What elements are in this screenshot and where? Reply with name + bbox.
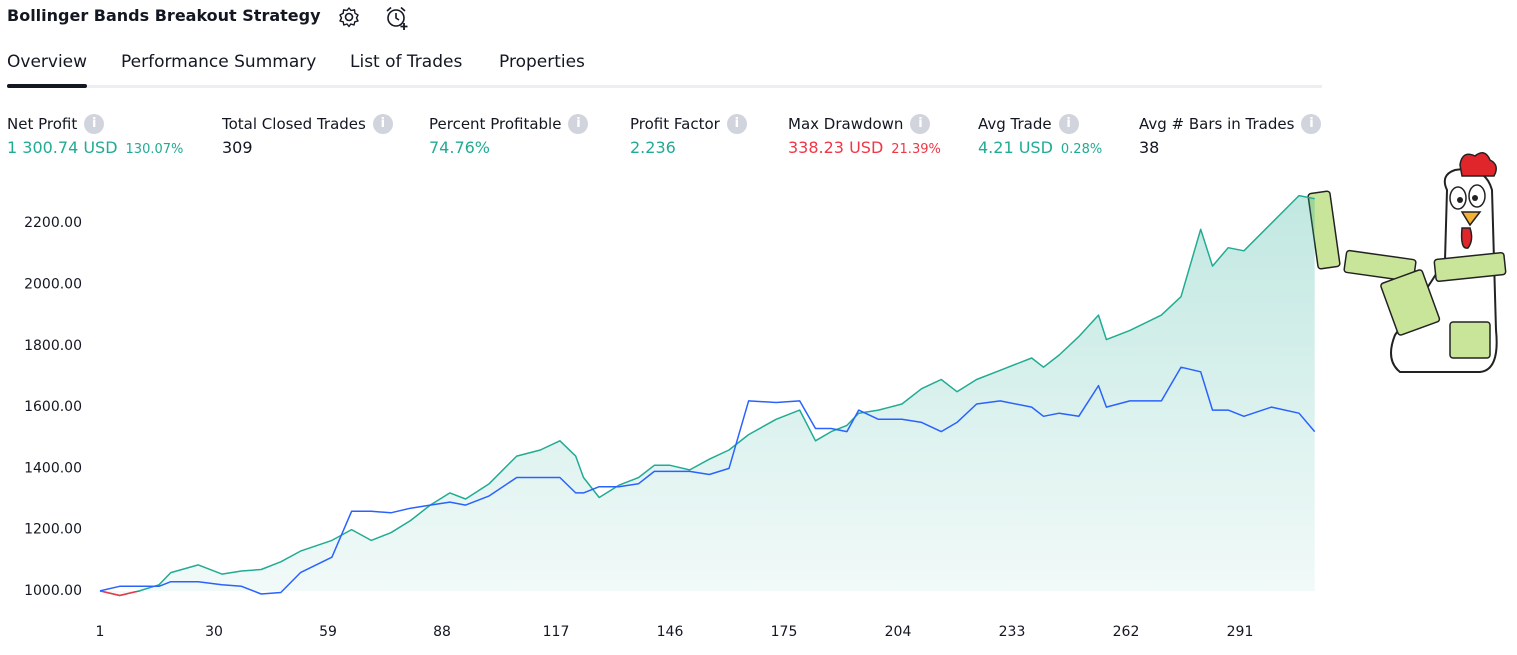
- metric-value: 309: [222, 138, 253, 157]
- metric-label-row: Avg Trade i: [978, 114, 1102, 134]
- y-tick-label: 2000.00: [24, 276, 82, 292]
- y-tick-label: 2200.00: [24, 215, 82, 231]
- metric-label: Max Drawdown: [788, 115, 904, 133]
- x-tick-label: 233: [999, 624, 1026, 640]
- info-icon[interactable]: i: [726, 114, 747, 134]
- metric-value: 2.236: [630, 138, 676, 157]
- metric-value-row: 4.21 USD 0.28%: [978, 138, 1102, 157]
- x-tick-label: 175: [771, 624, 798, 640]
- metric-label: Percent Profitable: [429, 115, 562, 133]
- metric-value-row: 2.236: [630, 138, 747, 157]
- metric-label: Avg # Bars in Trades: [1139, 115, 1295, 133]
- metric-value-row: 38: [1139, 138, 1321, 157]
- metric-label-row: Max Drawdown i: [788, 114, 941, 134]
- tab[interactable]: Overview: [7, 52, 88, 72]
- metric-label-row: Total Closed Trades i: [222, 114, 393, 134]
- x-tick-label: 146: [657, 624, 684, 640]
- info-icon[interactable]: i: [372, 114, 393, 134]
- y-tick-label: 1200.00: [24, 522, 82, 538]
- y-tick-label: 1600.00: [24, 399, 82, 415]
- metric-value: 74.76%: [429, 138, 491, 157]
- x-tick-label: 117: [543, 624, 570, 640]
- alert-icon[interactable]: [384, 5, 410, 31]
- x-tick-label: 291: [1227, 624, 1254, 640]
- x-tick-label: 262: [1113, 624, 1140, 640]
- metric: Total Closed Trades i 309: [222, 114, 393, 157]
- series-line: [99, 194, 1315, 597]
- equity-area: [100, 195, 1315, 596]
- x-tick-label: 30: [205, 624, 223, 640]
- metric: Percent Profitable i 74.76%: [429, 114, 589, 157]
- metric-value: 1 300.74 USD: [7, 138, 118, 157]
- y-tick-label: 1000.00: [24, 583, 82, 599]
- metric-label: Avg Trade: [978, 115, 1052, 133]
- x-tick-label: 59: [319, 624, 337, 640]
- metric-label-row: Net Profit i: [7, 114, 183, 134]
- metric: Max Drawdown i 338.23 USD 21.39%: [788, 114, 941, 157]
- y-tick-label: 1400.00: [24, 460, 82, 476]
- tab[interactable]: Performance Summary: [121, 52, 317, 72]
- metric-label: Profit Factor: [630, 115, 720, 133]
- metric: Avg # Bars in Trades i 38: [1139, 114, 1322, 157]
- x-tick-label: 204: [885, 624, 912, 640]
- tab-divider: [7, 85, 1322, 88]
- x-tick-label: 88: [433, 624, 451, 640]
- metric-value-row: 338.23 USD 21.39%: [788, 138, 941, 157]
- info-icon[interactable]: i: [1301, 114, 1322, 134]
- info-icon[interactable]: i: [910, 114, 931, 134]
- x-tick-label: 1: [96, 624, 105, 640]
- y-tick-label: 1800.00: [24, 338, 82, 354]
- strategy-title: Bollinger Bands Breakout Strategy: [7, 6, 321, 25]
- metric-percent: 130.07%: [125, 142, 184, 157]
- metric-value: 4.21 USD: [978, 138, 1053, 157]
- tab[interactable]: Properties: [499, 52, 585, 72]
- metric-value-row: 309: [222, 138, 393, 157]
- metric: Profit Factor i 2.236: [630, 114, 747, 157]
- info-icon[interactable]: i: [1058, 114, 1079, 134]
- tab[interactable]: List of Trades: [350, 52, 463, 72]
- metric-value: 338.23 USD: [788, 138, 884, 157]
- metric-label-row: Avg # Bars in Trades i: [1139, 114, 1322, 134]
- metric-value-row: 1 300.74 USD 130.07%: [7, 138, 183, 157]
- metric-label: Net Profit: [7, 115, 78, 133]
- selected-tab-indicator: [7, 84, 87, 88]
- metric-percent: 21.39%: [891, 142, 941, 157]
- metric-label-row: Percent Profitable i: [429, 114, 589, 134]
- info-icon[interactable]: i: [568, 114, 589, 134]
- settings-icon[interactable]: [337, 5, 361, 29]
- metric-label-row: Profit Factor i: [630, 114, 747, 134]
- info-icon[interactable]: i: [84, 114, 105, 134]
- metric-label: Total Closed Trades: [222, 115, 366, 133]
- metric-percent: 0.28%: [1060, 142, 1103, 157]
- metric: Avg Trade i 4.21 USD 0.28%: [978, 114, 1102, 157]
- mascot: [1307, 152, 1507, 373]
- metric-value: 38: [1139, 138, 1160, 157]
- metric-value-row: 74.76%: [429, 138, 588, 157]
- series-line: [99, 366, 1316, 595]
- metric: Net Profit i 1 300.74 USD 130.07%: [7, 114, 183, 157]
